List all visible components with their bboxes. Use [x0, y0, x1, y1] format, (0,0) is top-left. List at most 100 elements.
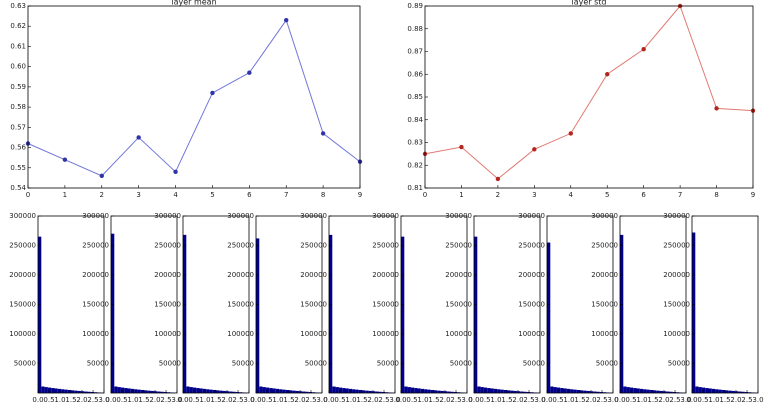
data-point [495, 176, 501, 182]
x-tick-label: 0.5 [261, 396, 272, 404]
x-tick-label: 5 [605, 191, 609, 199]
histogram-bar [378, 391, 382, 393]
y-tick-label: 250000 [227, 242, 254, 250]
y-tick-label: 100000 [663, 330, 690, 338]
x-tick-label: 0.5 [697, 396, 708, 404]
y-tick-label: 200000 [663, 271, 690, 279]
x-tick-label: 0.0 [395, 396, 406, 404]
y-tick-label: 250000 [154, 242, 181, 250]
histogram-bar [580, 390, 584, 393]
histogram-bar [282, 389, 286, 393]
y-tick-label: 200000 [82, 271, 109, 279]
y-tick-label: 0.63 [10, 2, 26, 10]
histogram-bar [153, 391, 158, 393]
x-tick-label: 1.0 [199, 396, 210, 404]
x-tick-label: 1.5 [647, 396, 658, 404]
y-tick-label: 50000 [450, 360, 472, 368]
histogram-bar [163, 391, 168, 393]
histogram-chart: 0.0 0.5 1.0 1.5 2.0 2.5 3.05000010000015000020… [663, 212, 763, 404]
x-tick-label: 0.5 [116, 396, 127, 404]
histogram-bar [503, 389, 507, 393]
histogram-bar [487, 388, 491, 393]
histogram-bar [338, 387, 343, 393]
histogram-bar [222, 390, 226, 393]
x-tick-label: 1.0 [636, 396, 647, 404]
x-tick-label: 0.0 [468, 396, 479, 404]
y-tick-label: 50000 [377, 360, 399, 368]
x-tick-label: 1.5 [428, 396, 439, 404]
histogram-bar [259, 386, 263, 393]
histogram-bar [507, 390, 511, 393]
histogram-chart: 0.0 0.5 1.0 1.5 2.0 2.5 3.05000010000015000020… [227, 212, 327, 404]
y-tick-label: 250000 [372, 242, 399, 250]
y-tick-label: 250000 [82, 242, 109, 250]
histogram-bar [345, 388, 349, 393]
histogram-bar [134, 389, 138, 393]
histogram-chart: 0.0 0.5 1.0 1.5 2.0 2.5 3.05000010000015000020… [591, 212, 691, 404]
x-tick-label: 3.0 [461, 396, 472, 404]
histogram-bar [404, 386, 408, 393]
histogram-bar [308, 391, 313, 393]
histogram-bar [410, 387, 415, 393]
y-tick-label: 250000 [591, 242, 618, 250]
y-tick-label: 0.58 [10, 103, 26, 111]
histogram-bar [563, 388, 567, 393]
histogram-chart: 0.0 0.5 1.0 1.5 2.0 2.5 3.05000010000015000020… [82, 212, 182, 404]
y-tick-label: 50000 [523, 360, 545, 368]
y-tick-label: 150000 [82, 301, 109, 309]
axes-frame [691, 215, 759, 394]
x-tick-label: 3.0 [98, 396, 109, 404]
data-line [424, 5, 754, 180]
y-tick-label: 50000 [596, 360, 618, 368]
histogram-bar [662, 391, 667, 393]
x-tick-label: 8 [321, 191, 325, 199]
histogram-bar [111, 233, 115, 393]
y-tick-label: 50000 [87, 360, 109, 368]
histogram-bar [734, 391, 739, 393]
y-tick-label: 150000 [372, 301, 399, 309]
data-point [136, 135, 141, 140]
histogram-bar [298, 391, 303, 393]
y-tick-label: 150000 [300, 301, 327, 309]
x-tick-label: 1.0 [563, 396, 574, 404]
histogram-bar [493, 388, 498, 393]
data-point [173, 169, 178, 175]
x-tick-label: 2.5 [305, 396, 316, 404]
x-tick-label: 2.0 [294, 396, 305, 404]
y-tick-label: 300000 [82, 212, 109, 220]
histogram-bar [593, 391, 597, 393]
histogram-bar [41, 386, 45, 393]
histogram-bar [365, 390, 369, 393]
histogram-bar [523, 391, 527, 393]
y-tick-label: 0.57 [10, 123, 26, 131]
histogram-bar [147, 390, 151, 393]
y-tick-label: 150000 [154, 301, 181, 309]
y-tick-label: 300000 [372, 212, 399, 220]
histogram-bar [596, 391, 600, 393]
x-tick-label: 1.0 [708, 396, 719, 404]
histogram-bar [202, 388, 207, 393]
y-tick-label: 250000 [300, 242, 327, 250]
histogram-bar [666, 391, 670, 393]
histogram-bar [206, 389, 210, 393]
x-tick-label: 0 [423, 191, 427, 199]
data-point [459, 144, 464, 150]
line-chart: layer mean 0 1 2 3 4 5 6 7 8 9 0.54 0.55 0.56 0.57 0.58… [10, 0, 362, 199]
histogram-bar [71, 390, 75, 393]
histogram-bar [639, 388, 644, 393]
histogram-bar [738, 391, 742, 393]
histogram-bar [51, 388, 55, 393]
y-tick-label: 0.87 [407, 48, 423, 56]
histogram-bar [90, 391, 95, 393]
histogram-bar [348, 388, 353, 393]
histogram-bar [302, 391, 306, 393]
histogram-bar [649, 389, 653, 393]
histogram-chart: 0.0 0.5 1.0 1.5 2.0 2.5 3.05000010000015000020… [372, 212, 472, 404]
histogram-bar [659, 390, 663, 393]
data-point [641, 47, 646, 52]
histogram-bar [450, 391, 454, 393]
y-tick-label: 100000 [445, 330, 472, 338]
y-tick-label: 0.83 [407, 139, 423, 147]
y-tick-label: 50000 [305, 360, 327, 368]
